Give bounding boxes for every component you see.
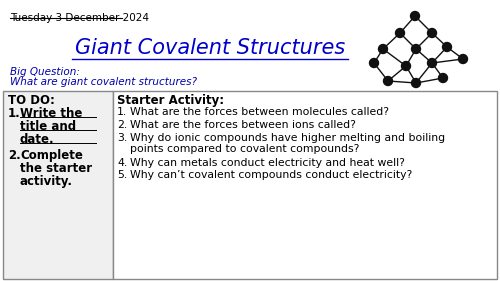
Text: What are giant covalent structures?: What are giant covalent structures? bbox=[10, 77, 197, 87]
Text: 5.: 5. bbox=[117, 171, 127, 180]
Circle shape bbox=[428, 58, 436, 67]
Circle shape bbox=[412, 44, 420, 53]
Text: 1.: 1. bbox=[8, 107, 21, 120]
Circle shape bbox=[412, 78, 420, 87]
Text: Tuesday 3 December 2024: Tuesday 3 December 2024 bbox=[10, 13, 149, 23]
Circle shape bbox=[458, 55, 468, 64]
Circle shape bbox=[384, 76, 392, 85]
Circle shape bbox=[410, 12, 420, 21]
Text: Why can’t covalent compounds conduct electricity?: Why can’t covalent compounds conduct ele… bbox=[130, 171, 412, 180]
Text: Giant Covalent Structures: Giant Covalent Structures bbox=[75, 38, 345, 58]
Circle shape bbox=[438, 74, 448, 83]
Text: Big Question:: Big Question: bbox=[10, 67, 80, 77]
Text: Why do ionic compounds have higher melting and boiling: Why do ionic compounds have higher melti… bbox=[130, 133, 445, 143]
Text: Starter Activity:: Starter Activity: bbox=[117, 94, 224, 107]
Text: TO DO:: TO DO: bbox=[8, 94, 55, 107]
Text: activity.: activity. bbox=[20, 175, 73, 188]
Circle shape bbox=[378, 44, 388, 53]
Text: 1.: 1. bbox=[117, 107, 127, 117]
Text: Complete: Complete bbox=[20, 149, 83, 162]
Text: 2.: 2. bbox=[8, 149, 21, 162]
Text: 4.: 4. bbox=[117, 157, 127, 167]
Text: the starter: the starter bbox=[20, 162, 92, 175]
Bar bbox=[3, 91, 113, 279]
Text: What are the forces between ions called?: What are the forces between ions called? bbox=[130, 120, 356, 130]
Text: Write the: Write the bbox=[20, 107, 82, 120]
Text: date.: date. bbox=[20, 133, 54, 146]
Circle shape bbox=[442, 42, 452, 51]
Circle shape bbox=[402, 62, 410, 71]
Text: 2.: 2. bbox=[117, 120, 127, 130]
Text: points compared to covalent compounds?: points compared to covalent compounds? bbox=[130, 144, 360, 155]
Text: title and: title and bbox=[20, 120, 76, 133]
Circle shape bbox=[396, 28, 404, 37]
Circle shape bbox=[370, 58, 378, 67]
Circle shape bbox=[428, 28, 436, 37]
Text: Why can metals conduct electricity and heat well?: Why can metals conduct electricity and h… bbox=[130, 157, 405, 167]
Text: What are the forces between molecules called?: What are the forces between molecules ca… bbox=[130, 107, 389, 117]
Text: 3.: 3. bbox=[117, 133, 127, 143]
Bar bbox=[113, 91, 497, 279]
